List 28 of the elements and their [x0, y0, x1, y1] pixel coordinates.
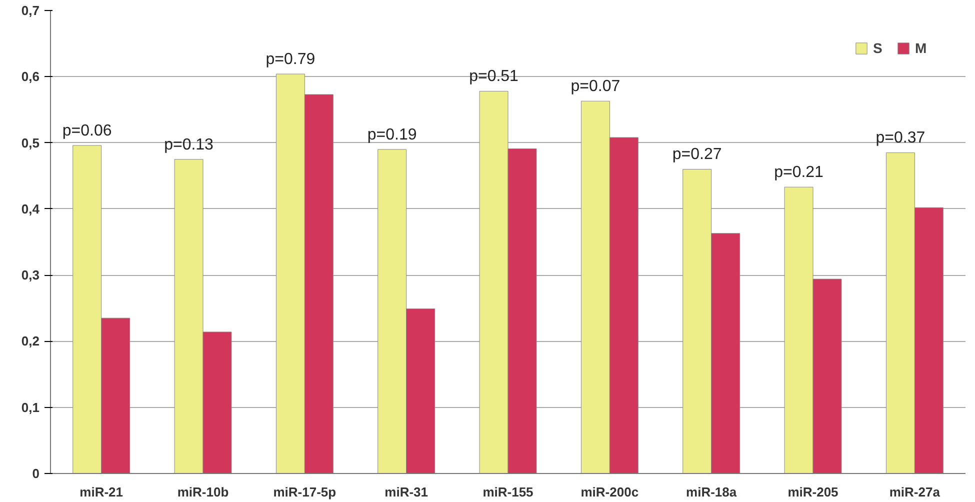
- x-tick-label: miR-200c: [580, 484, 639, 500]
- annotation: p=0.13: [164, 136, 214, 154]
- annotation: p=0.21: [774, 164, 824, 182]
- y-tick-label: 0,5: [21, 135, 40, 150]
- y-tick-label: 0,2: [21, 334, 40, 349]
- x-tick-label: miR-27a: [889, 484, 941, 500]
- annotation: p=0.07: [570, 78, 620, 96]
- annotation: p=0.79: [266, 50, 316, 68]
- annotation: p=0.19: [367, 126, 417, 144]
- x-tick-label: miR-155: [482, 484, 534, 500]
- x-tick-label: miR-18a: [686, 484, 738, 500]
- y-tick-label: 0,7: [21, 3, 40, 18]
- y-tick-label: 0: [32, 466, 40, 481]
- x-tick-label: miR-31: [384, 484, 428, 500]
- legend-label: M: [915, 40, 928, 56]
- x-tick-label: miR-21: [80, 484, 124, 500]
- y-tick-label: 0,6: [21, 69, 40, 84]
- annotation: p=0.37: [876, 130, 926, 147]
- annotation: p=0.51: [469, 68, 519, 86]
- x-tick-label: miR-10b: [177, 484, 229, 500]
- x-tick-label: miR-17-5p: [273, 484, 336, 500]
- y-tick-label: 0,3: [21, 268, 40, 283]
- annotation: p=0.06: [62, 122, 112, 140]
- y-tick-label: 0,4: [21, 201, 40, 216]
- y-tick-label: 0,1: [21, 400, 40, 415]
- x-tick-label: miR-205: [788, 484, 838, 500]
- annotation: p=0.27: [672, 146, 722, 164]
- legend-label: S: [873, 40, 884, 56]
